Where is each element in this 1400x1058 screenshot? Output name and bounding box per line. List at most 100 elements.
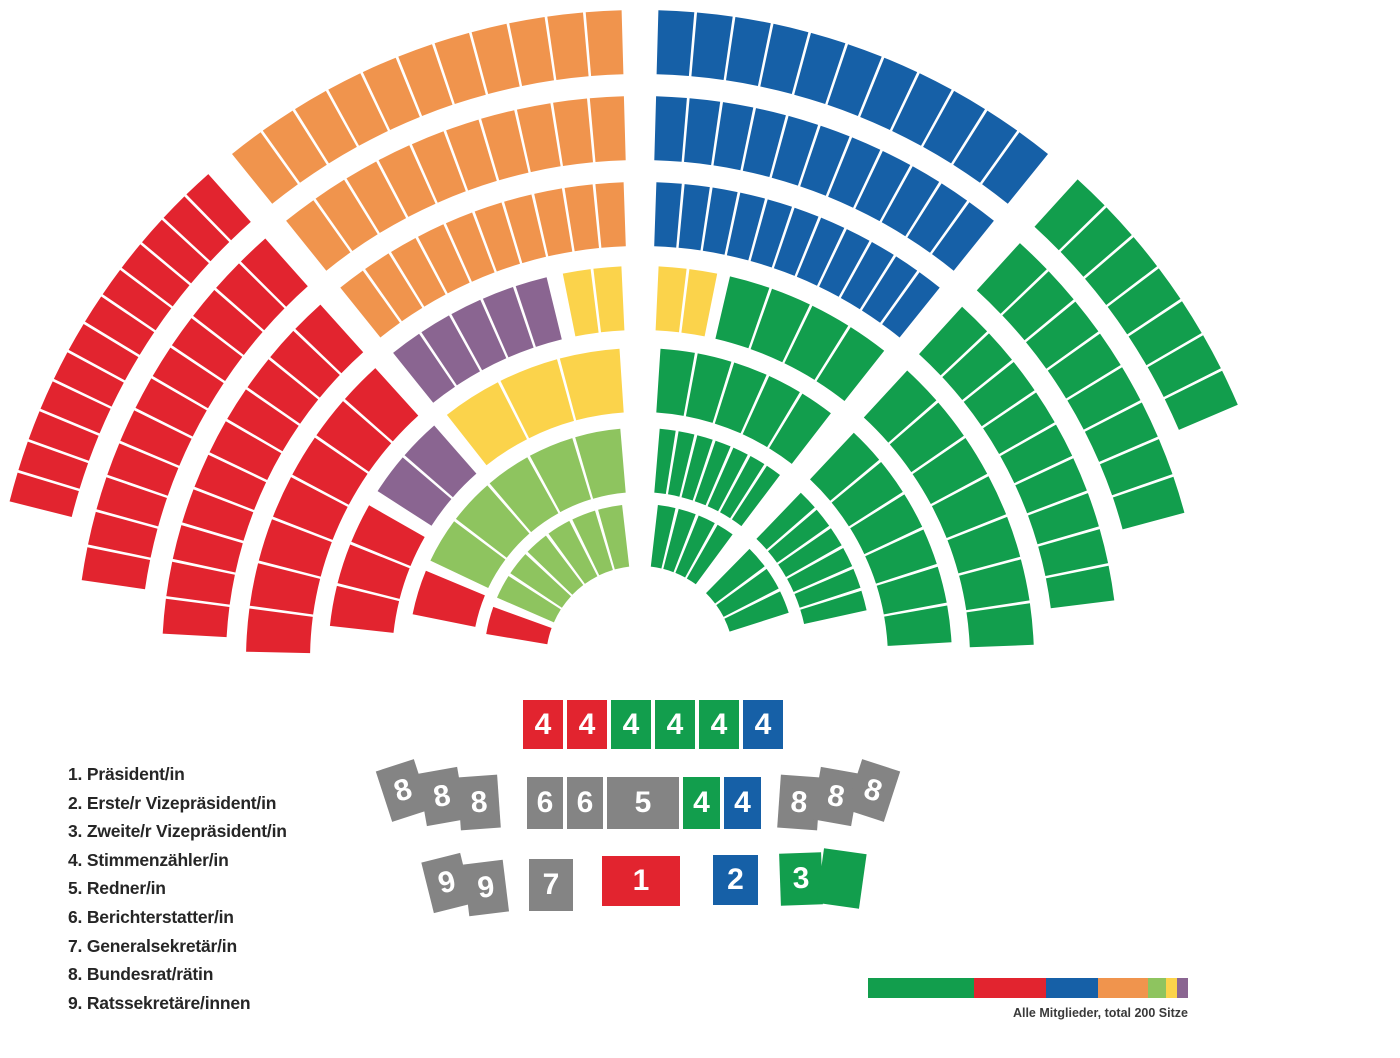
- seat-red: [85, 296, 155, 355]
- seat-red: [329, 585, 400, 633]
- seat-red: [209, 421, 282, 480]
- seat-red: [18, 441, 89, 489]
- podium-box-8: 8: [457, 774, 501, 831]
- seat-blue: [860, 57, 918, 131]
- seat-light_green: [572, 510, 613, 576]
- seat-red: [486, 606, 552, 645]
- hemicycle-seat-map: [9, 10, 1238, 654]
- seat-green: [742, 376, 800, 448]
- seat-blue: [726, 192, 765, 261]
- seat-green: [715, 276, 770, 349]
- seat-blue: [882, 272, 940, 338]
- seat-orange: [446, 119, 497, 191]
- seat-blue: [932, 202, 994, 271]
- seat-blue: [654, 182, 682, 248]
- seat-green: [1067, 367, 1141, 430]
- seat-purple: [451, 299, 507, 371]
- seat-green: [1038, 529, 1109, 576]
- seat-orange: [346, 161, 407, 233]
- podium-box-4: 4: [567, 700, 607, 749]
- legend-item-rapporteur: 6. Berichterstatter/in: [68, 906, 234, 927]
- seat-purple: [515, 277, 562, 347]
- seat-green: [675, 515, 715, 578]
- seat-orange: [585, 10, 624, 76]
- seat-green: [912, 438, 988, 504]
- seat-green: [731, 465, 780, 527]
- seat-blue: [982, 132, 1048, 204]
- bar-segment-purple: [1176, 978, 1188, 998]
- seat-green: [959, 559, 1030, 611]
- seat-orange: [595, 182, 626, 248]
- seat-green: [1084, 402, 1158, 462]
- seat-orange: [564, 184, 599, 252]
- composition-bar: [868, 978, 1188, 998]
- seat-green: [1164, 370, 1238, 430]
- bar-segment-orange: [1098, 978, 1148, 998]
- seat-green: [884, 605, 952, 646]
- seat-blue: [827, 44, 882, 117]
- bar-segment-blue: [1045, 978, 1099, 998]
- seat-red: [107, 443, 179, 496]
- seat-blue: [750, 199, 792, 268]
- seat-green: [750, 288, 810, 363]
- seat-green: [1060, 207, 1132, 277]
- seat-red: [53, 352, 124, 407]
- podium-box-2: 2: [713, 855, 758, 905]
- seat-green: [1085, 237, 1158, 305]
- seat-blue: [819, 229, 870, 297]
- seat-orange: [315, 179, 378, 251]
- seat-green: [768, 509, 830, 563]
- legend-item-vote-counter: 4. Stimmenzähler/in: [68, 849, 229, 870]
- seat-red: [96, 477, 167, 527]
- legend-item-federal-councillor: 8. Bundesrat/rätin: [68, 964, 214, 985]
- seat-red: [40, 381, 111, 434]
- bar-segment-red: [973, 978, 1046, 998]
- seat-green: [800, 590, 867, 624]
- seat-red: [249, 563, 321, 615]
- seat-red: [172, 525, 243, 573]
- seat-red: [246, 608, 313, 654]
- seat-orange: [589, 96, 626, 162]
- seat-green: [650, 505, 676, 569]
- seat-green: [810, 432, 880, 501]
- podium-box-7: 7: [529, 859, 573, 911]
- seat-red: [162, 598, 230, 638]
- seat-red: [216, 263, 285, 331]
- podium-box-4: 4: [523, 700, 563, 749]
- seat-blue: [907, 183, 968, 253]
- seat-orange: [534, 188, 573, 257]
- seat-light_green: [529, 438, 591, 513]
- seat-blue: [861, 256, 918, 323]
- seat-orange: [471, 23, 520, 94]
- seat-blue: [713, 102, 754, 171]
- seat-green: [863, 370, 937, 443]
- seat-green: [714, 362, 767, 434]
- seat-red: [316, 401, 392, 472]
- seat-green: [1112, 476, 1185, 530]
- seat-red: [152, 347, 224, 409]
- seat-blue: [656, 10, 695, 76]
- seat-red: [171, 318, 243, 381]
- seat-green: [1000, 424, 1073, 484]
- seat-purple: [482, 287, 534, 358]
- podium-box-4: 4: [683, 777, 720, 829]
- seat-green: [794, 568, 861, 608]
- bar-segment-green: [868, 978, 974, 998]
- seat-blue: [892, 73, 952, 146]
- seat-red: [121, 244, 190, 307]
- seat-green: [707, 447, 748, 512]
- seat-blue: [742, 108, 786, 177]
- legend-item-first-vice-president: 2. Erste/r Vizepräsident/in: [68, 792, 277, 813]
- seat-orange: [474, 202, 520, 272]
- bar-caption: Alle Mitglieder, total 200 Sitze: [1012, 1006, 1188, 1020]
- seat-green: [966, 603, 1034, 648]
- seat-green: [1002, 271, 1074, 341]
- seat-red: [194, 454, 267, 510]
- seat-blue: [796, 217, 845, 286]
- seat-orange: [445, 212, 495, 282]
- seat-orange: [232, 132, 298, 204]
- seat-green: [663, 508, 696, 573]
- seat-light_green: [527, 535, 584, 595]
- seat-blue: [678, 184, 710, 251]
